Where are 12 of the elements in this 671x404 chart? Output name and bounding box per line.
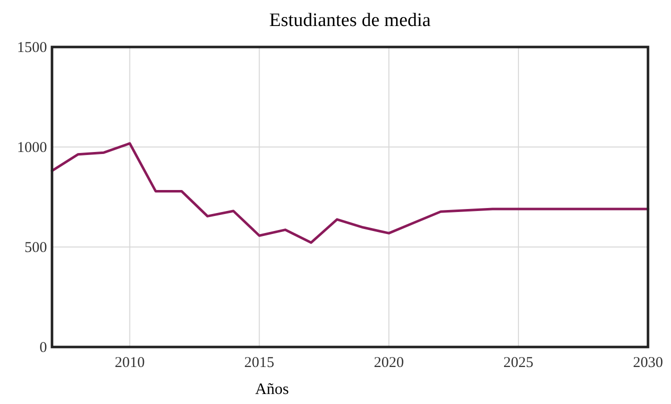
x-tick-label: 2010 xyxy=(114,355,145,371)
x-tick-label: 2030 xyxy=(633,355,663,371)
y-tick-label: 500 xyxy=(24,240,47,256)
y-tick-label: 1500 xyxy=(17,40,47,56)
y-tick-label: 1000 xyxy=(17,140,47,156)
x-tick-label: 2025 xyxy=(503,355,534,371)
y-tick-label: 0 xyxy=(40,340,47,356)
x-tick-label: 2015 xyxy=(244,355,274,371)
line-series xyxy=(50,142,650,244)
x-axis-title: Años xyxy=(255,381,289,398)
chart-title: Estudiantes de media xyxy=(269,10,432,31)
x-tick-label: 2020 xyxy=(374,355,404,371)
